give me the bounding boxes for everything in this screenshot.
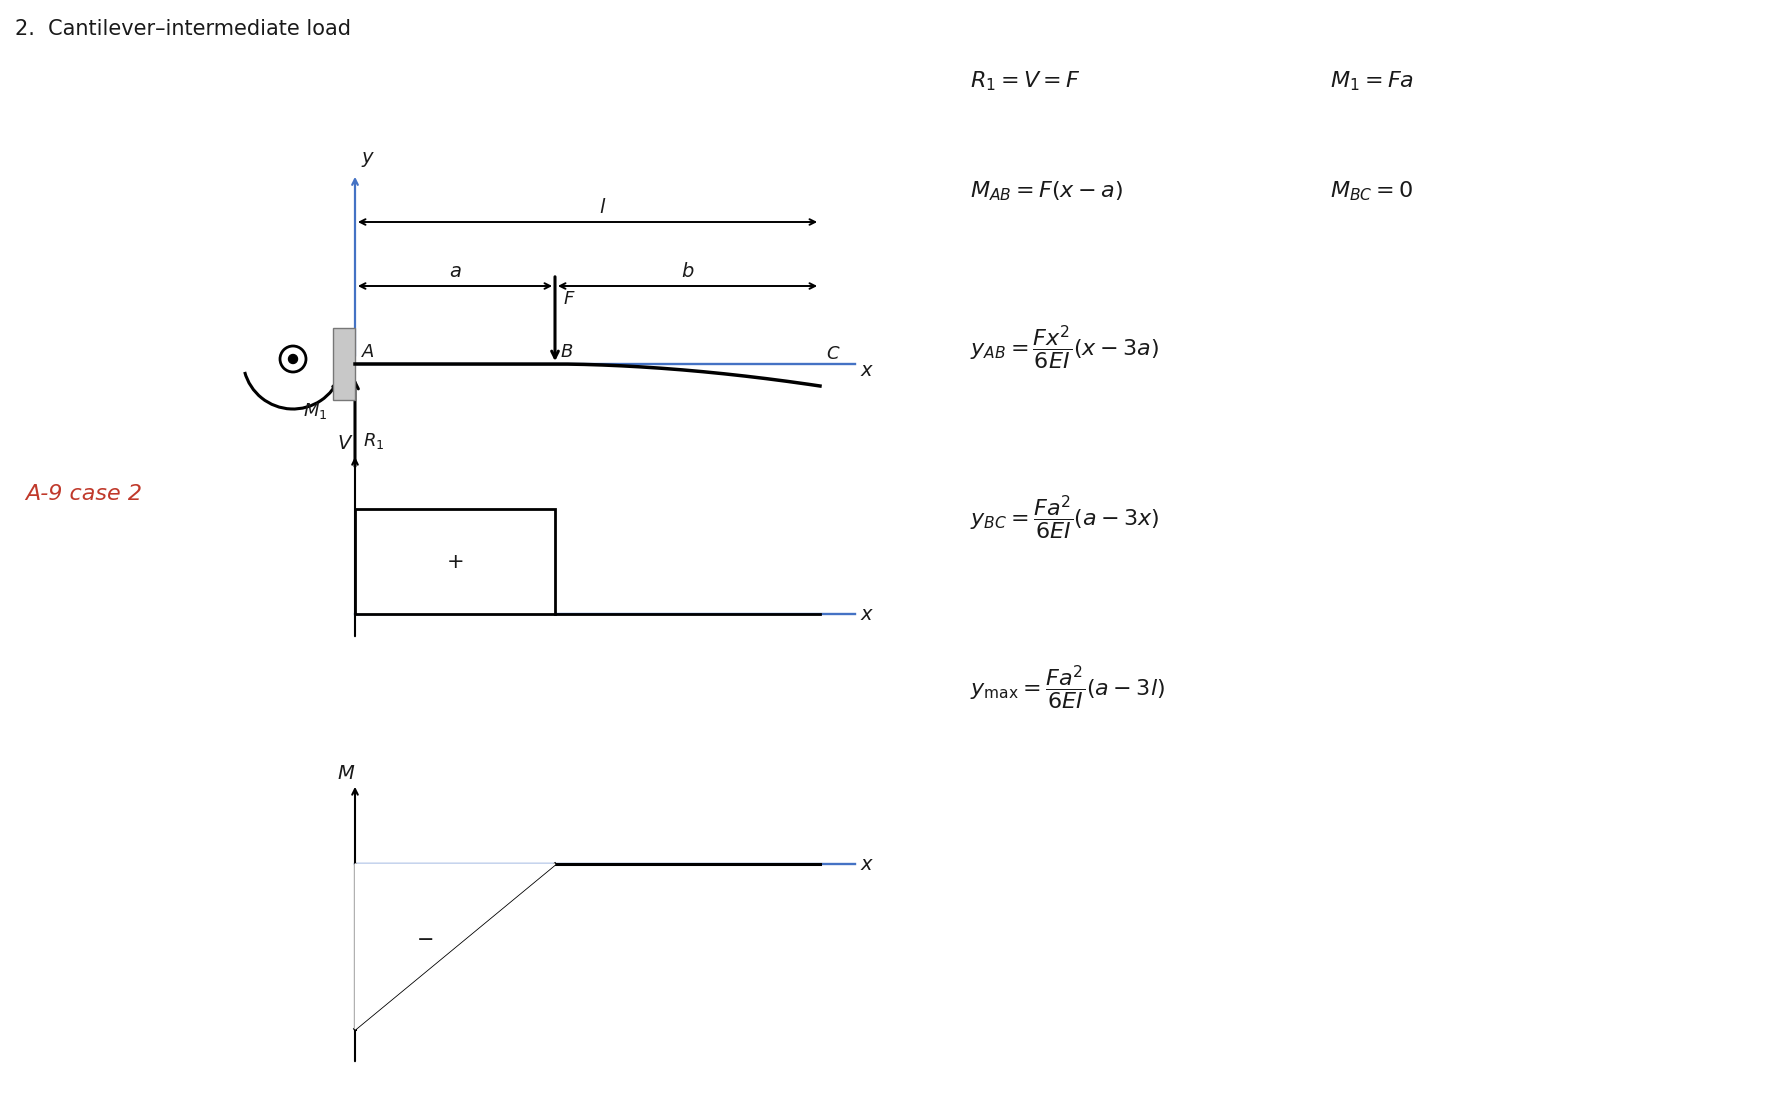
Text: $b$: $b$: [681, 262, 694, 281]
Text: $M_1 = Fa$: $M_1 = Fa$: [1331, 69, 1415, 93]
Text: $l$: $l$: [599, 198, 607, 217]
Text: $x$: $x$: [860, 605, 874, 624]
Text: $F$: $F$: [564, 290, 576, 308]
Text: $R_1 = V = F$: $R_1 = V = F$: [970, 69, 1081, 93]
Bar: [355, 509, 555, 614]
Text: $C$: $C$: [826, 345, 840, 363]
Bar: [334, 328, 355, 399]
Text: $R_1$: $R_1$: [362, 431, 384, 451]
Text: $a$: $a$: [448, 262, 462, 281]
Text: 2.  Cantilever–intermediate load: 2. Cantilever–intermediate load: [14, 19, 351, 39]
Text: $x$: $x$: [860, 855, 874, 874]
Text: $y_{\mathrm{max}} = \dfrac{Fa^2}{6EI}(a - 3l)$: $y_{\mathrm{max}} = \dfrac{Fa^2}{6EI}(a …: [970, 664, 1165, 712]
Text: $M_{AB} = F(x - a)$: $M_{AB} = F(x - a)$: [970, 179, 1122, 203]
Text: $A$: $A$: [360, 344, 375, 361]
Text: A-9 case 2: A-9 case 2: [25, 485, 143, 504]
Text: $+$: $+$: [446, 552, 464, 572]
Circle shape: [289, 355, 298, 364]
Text: $M_1$: $M_1$: [303, 401, 328, 421]
Text: $y$: $y$: [360, 150, 375, 169]
Text: $M_{BC} = 0$: $M_{BC} = 0$: [1331, 179, 1413, 203]
Text: $V$: $V$: [337, 434, 353, 453]
Text: $-$: $-$: [416, 929, 434, 948]
Text: $y_{AB} = \dfrac{Fx^2}{6EI}(x - 3a)$: $y_{AB} = \dfrac{Fx^2}{6EI}(x - 3a)$: [970, 325, 1160, 373]
Text: $B$: $B$: [560, 344, 573, 361]
Text: $x$: $x$: [860, 360, 874, 379]
Polygon shape: [355, 864, 555, 1029]
Text: $M$: $M$: [337, 764, 355, 783]
Text: $y_{BC} = \dfrac{Fa^2}{6EI}(a - 3x)$: $y_{BC} = \dfrac{Fa^2}{6EI}(a - 3x)$: [970, 493, 1160, 542]
